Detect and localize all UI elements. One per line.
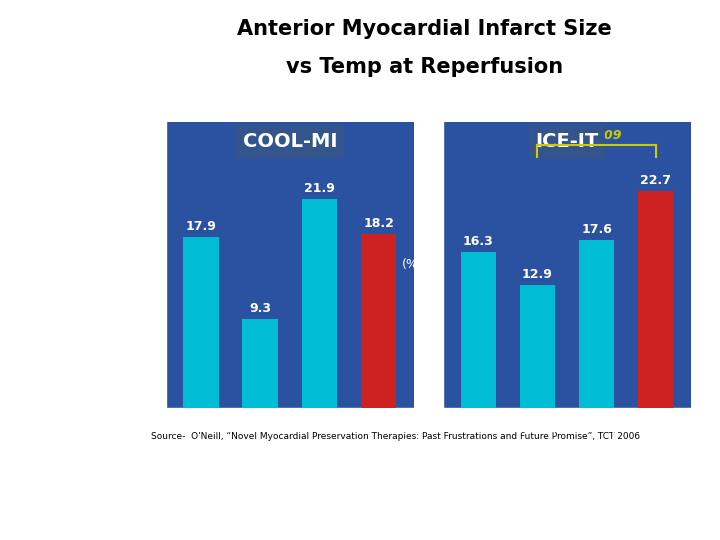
Text: Creating a world without heart disease™: Creating a world without heart disease™ (504, 526, 633, 532)
Text: 12.9: 12.9 (522, 268, 553, 281)
Bar (638, 191, 673, 408)
Text: MINNEAPOLIS: MINNEAPOLIS (317, 480, 392, 490)
Text: COOL-MI: COOL-MI (243, 132, 337, 151)
Bar (243, 319, 278, 408)
Text: 16.3: 16.3 (463, 235, 494, 248)
Text: 18.2: 18.2 (363, 217, 394, 230)
Text: 21.9: 21.9 (304, 182, 335, 195)
Text: Heart Institute: Heart Institute (504, 492, 580, 502)
Bar (184, 237, 219, 408)
Bar (361, 234, 396, 408)
Text: 22.7: 22.7 (640, 174, 671, 187)
Bar (461, 252, 496, 408)
Text: Foundation™: Foundation™ (504, 509, 566, 518)
Text: Anterior Myocardial Infarct Size: Anterior Myocardial Infarct Size (238, 19, 612, 39)
Text: 17.6: 17.6 (581, 223, 612, 236)
Bar (520, 285, 555, 408)
Bar (579, 240, 614, 408)
Text: 17.9: 17.9 (186, 220, 217, 233)
Text: vs Temp at Reperfusion: vs Temp at Reperfusion (287, 57, 563, 77)
Text: HEART: HEART (317, 497, 353, 508)
Text: Minneapolis: Minneapolis (504, 475, 565, 484)
Text: 9.3: 9.3 (249, 302, 271, 315)
Text: p=0.05: p=0.05 (264, 142, 315, 155)
Text: ICE-IT: ICE-IT (536, 132, 598, 151)
Y-axis label: (%): (%) (125, 258, 147, 271)
Bar (302, 199, 337, 408)
Text: p=0.09: p=0.09 (572, 130, 622, 143)
Y-axis label: (%): (%) (402, 258, 424, 271)
Text: Source-  O'Neill, “Novel Myocardial Preservation Therapies: Past Frustrations an: Source- O'Neill, “Novel Myocardial Prese… (151, 433, 640, 441)
Text: INSTITUTE: INSTITUTE (317, 515, 374, 525)
